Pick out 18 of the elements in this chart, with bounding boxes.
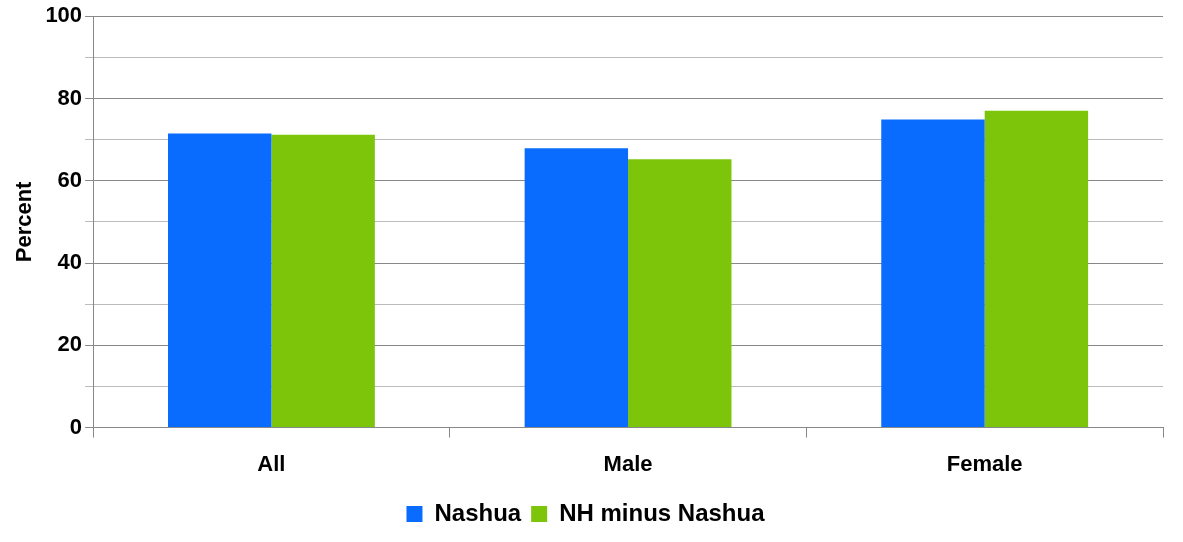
y-axis-title: Percent <box>11 180 37 263</box>
bar <box>628 159 732 428</box>
x-tick-label: Female <box>946 450 1023 476</box>
bar <box>984 110 1089 428</box>
y-tick-label: 20 <box>57 331 83 357</box>
y-tick-label: 0 <box>69 413 83 439</box>
legend-label: Nashua <box>434 498 522 526</box>
bar <box>881 119 985 428</box>
bar <box>168 133 272 428</box>
y-tick-label: 40 <box>57 249 83 275</box>
x-tick-label: Male <box>603 450 653 476</box>
bar <box>271 134 375 428</box>
y-tick-label: 60 <box>57 166 83 192</box>
y-tick-label: 100 <box>45 2 83 28</box>
x-tick-label: All <box>257 450 286 476</box>
bar <box>524 148 629 428</box>
y-tick-label: 80 <box>57 84 83 110</box>
legend-label: NH minus Nashua <box>559 498 766 526</box>
